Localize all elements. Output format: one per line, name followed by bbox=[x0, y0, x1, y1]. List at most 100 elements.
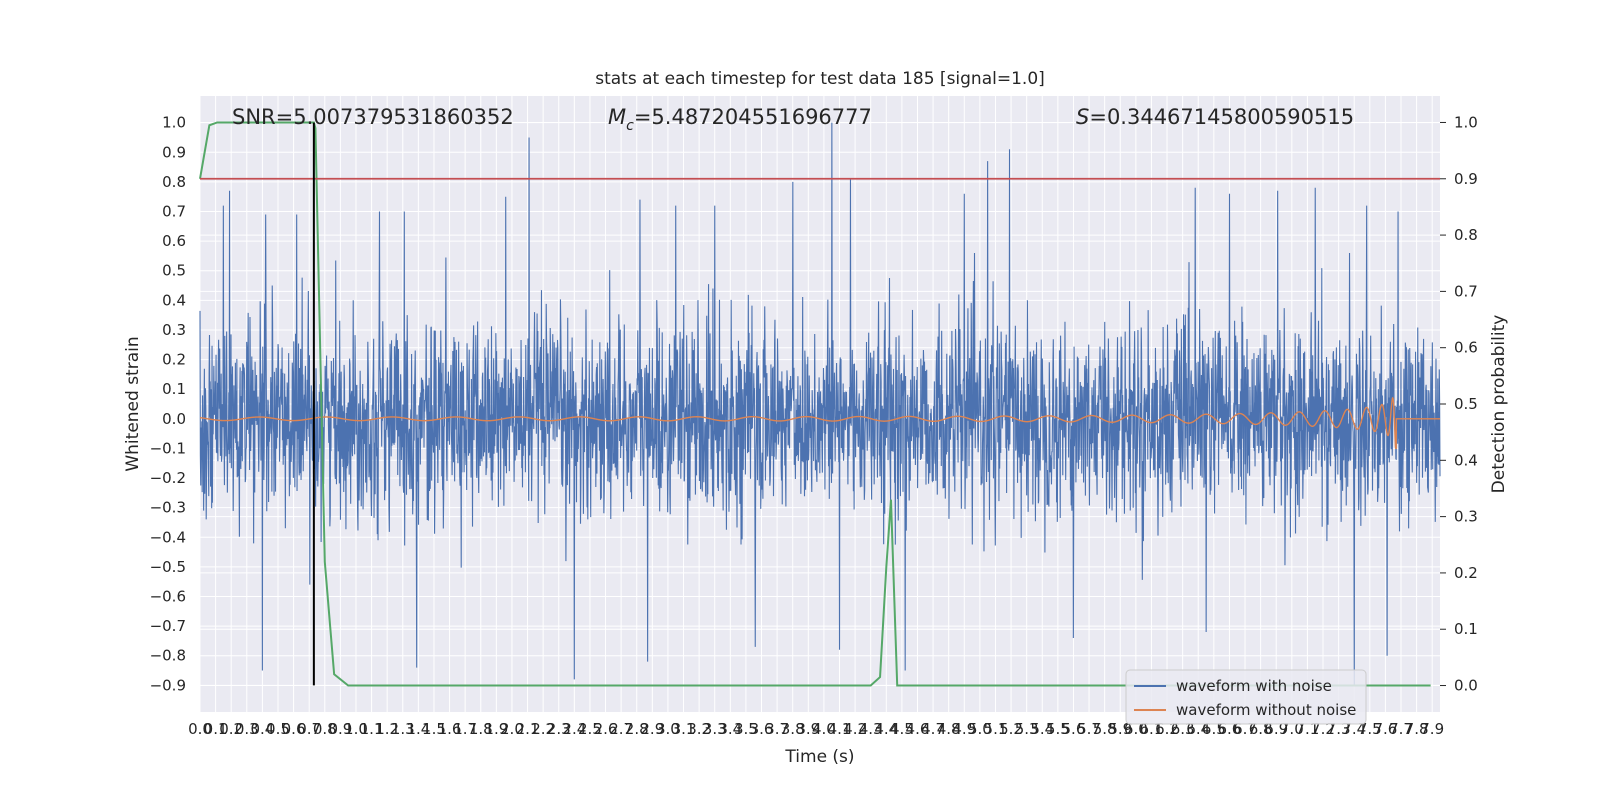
x-tick-label: 5.2 bbox=[999, 720, 1023, 738]
y-tick-label-left: 0.0 bbox=[162, 410, 186, 428]
y-tick-label-right: 0.5 bbox=[1454, 395, 1478, 413]
x-tick-label: 3.3 bbox=[703, 720, 727, 738]
x-tick-label: 3.5 bbox=[734, 720, 758, 738]
x-tick-label: 1.5 bbox=[422, 720, 446, 738]
x-tick-label: 2.6 bbox=[594, 720, 618, 738]
x-tick-label: 3.8 bbox=[781, 720, 805, 738]
x-tick-label: 5.6 bbox=[1062, 720, 1086, 738]
x-tick-label: 2.9 bbox=[640, 720, 664, 738]
x-tick-label: 5.4 bbox=[1030, 720, 1054, 738]
x-tick-label: 2.5 bbox=[578, 720, 602, 738]
y-tick-label-right: 0.8 bbox=[1454, 226, 1478, 244]
x-tick-label: 7.6 bbox=[1373, 720, 1397, 738]
s-annotation: S=0.34467145800590515 bbox=[1076, 105, 1354, 129]
snr-annotation: SNR=5.007379531860352 bbox=[232, 105, 514, 129]
x-tick-label: 5.7 bbox=[1077, 720, 1101, 738]
x-tick-label: 3.1 bbox=[672, 720, 696, 738]
y-tick-label-left: −0.7 bbox=[150, 617, 186, 635]
x-tick-label: 4.6 bbox=[906, 720, 930, 738]
y-tick-label-right: 1.0 bbox=[1454, 113, 1478, 131]
x-tick-label: 1.6 bbox=[438, 720, 462, 738]
x-tick-label: 2.3 bbox=[547, 720, 571, 738]
x-tick-label: 5.1 bbox=[984, 720, 1008, 738]
x-tick-label: 0.3 bbox=[235, 720, 259, 738]
x-tick-label: 4.1 bbox=[828, 720, 852, 738]
y-tick-label-left: 0.5 bbox=[162, 262, 186, 280]
x-tick-label: 4.7 bbox=[921, 720, 945, 738]
x-tick-label: 5.9 bbox=[1108, 720, 1132, 738]
y-tick-label-right: 0.9 bbox=[1454, 170, 1478, 188]
x-tick-label: 1.0 bbox=[344, 720, 368, 738]
x-tick-label: 3.9 bbox=[796, 720, 820, 738]
x-tick-label: 1.1 bbox=[360, 720, 384, 738]
x-tick-label: 1.4 bbox=[406, 720, 430, 738]
y-tick-label-right: 0.0 bbox=[1454, 677, 1478, 695]
x-tick-label: 0.6 bbox=[282, 720, 306, 738]
x-tick-label: 5.0 bbox=[968, 720, 992, 738]
y-tick-label-left: −0.1 bbox=[150, 439, 186, 457]
x-tick-label: 2.1 bbox=[516, 720, 540, 738]
x-tick-label: 1.2 bbox=[375, 720, 399, 738]
x-axis-label: Time (s) bbox=[784, 747, 854, 767]
axis-layer: 0.00.10.20.30.40.50.60.70.80.91.01.11.21… bbox=[150, 113, 1478, 738]
y-tick-label-left: −0.5 bbox=[150, 558, 186, 576]
x-tick-label: 0.4 bbox=[250, 720, 274, 738]
legend-box bbox=[1125, 669, 1367, 725]
x-tick-label: 4.9 bbox=[952, 720, 976, 738]
y-tick-label-right: 0.7 bbox=[1454, 282, 1478, 300]
x-tick-label: 7.9 bbox=[1420, 720, 1444, 738]
y-tick-label-right: 0.1 bbox=[1454, 620, 1478, 638]
y-tick-label-left: 0.6 bbox=[162, 232, 186, 250]
x-tick-label: 2.8 bbox=[625, 720, 649, 738]
x-tick-label: 0.0 bbox=[188, 720, 212, 738]
x-tick-label: 7.7 bbox=[1389, 720, 1413, 738]
chirp-mass-subscript: c bbox=[626, 118, 634, 134]
y-tick-label-left: −0.8 bbox=[150, 647, 186, 665]
x-tick-label: 0.8 bbox=[313, 720, 337, 738]
x-tick-label: 2.0 bbox=[500, 720, 524, 738]
x-tick-label: 1.9 bbox=[484, 720, 508, 738]
y-tick-label-left: 0.2 bbox=[162, 351, 186, 369]
y-tick-label-left: 0.7 bbox=[162, 203, 186, 221]
series-waveform-without-noise bbox=[199, 396, 1440, 450]
x-tick-label: 5.5 bbox=[1046, 720, 1070, 738]
y-tick-label-left: 0.3 bbox=[162, 321, 186, 339]
chirp-mass-annotation: Mc=5.487204551696777 bbox=[608, 105, 872, 134]
chart-title: stats at each timestep for test data 185… bbox=[595, 69, 1045, 89]
x-tick-label: 5.8 bbox=[1093, 720, 1117, 738]
y-tick-label-right: 0.3 bbox=[1454, 508, 1478, 526]
x-tick-label: 4.5 bbox=[890, 720, 914, 738]
x-tick-label: 4.8 bbox=[937, 720, 961, 738]
y-tick-label-left: −0.9 bbox=[150, 676, 186, 694]
chirp-mass-symbol: M bbox=[608, 105, 626, 129]
y-tick-label-right: 0.2 bbox=[1454, 564, 1478, 582]
y-tick-label-left: 0.1 bbox=[162, 380, 186, 398]
y-axis-label-right: Detection probability bbox=[1489, 315, 1509, 494]
y-tick-label-left: 0.9 bbox=[162, 143, 186, 161]
x-tick-label: 3.6 bbox=[750, 720, 774, 738]
x-tick-label: 3.0 bbox=[656, 720, 680, 738]
x-tick-label: 7.5 bbox=[1358, 720, 1382, 738]
legend-label-waveform-with-noise: waveform with noise bbox=[1176, 677, 1332, 695]
y-tick-label-right: 0.4 bbox=[1454, 451, 1478, 469]
y-tick-label-left: 1.0 bbox=[162, 114, 186, 132]
x-tick-label: 3.2 bbox=[687, 720, 711, 738]
s-symbol: S bbox=[1076, 105, 1089, 129]
s-value: =0.34467145800590515 bbox=[1089, 105, 1354, 129]
y-axis-label-left: Whitened strain bbox=[123, 336, 143, 471]
x-tick-label: 0.1 bbox=[204, 720, 228, 738]
x-tick-label: 0.7 bbox=[297, 720, 321, 738]
y-tick-label-left: −0.3 bbox=[150, 499, 186, 517]
x-tick-label: 3.7 bbox=[765, 720, 789, 738]
y-tick-label-right: 0.6 bbox=[1454, 339, 1478, 357]
y-tick-label-left: 0.4 bbox=[162, 291, 186, 309]
y-tick-label-left: −0.4 bbox=[150, 528, 186, 546]
x-tick-label: 4.4 bbox=[874, 720, 898, 738]
legend: waveform with noise waveform without noi… bbox=[1125, 669, 1367, 725]
x-tick-label: 4.3 bbox=[859, 720, 883, 738]
x-tick-label: 5.3 bbox=[1015, 720, 1039, 738]
x-tick-label: 1.7 bbox=[453, 720, 477, 738]
x-tick-label: 7.8 bbox=[1405, 720, 1429, 738]
series-waveform-with-noise bbox=[199, 122, 1441, 686]
